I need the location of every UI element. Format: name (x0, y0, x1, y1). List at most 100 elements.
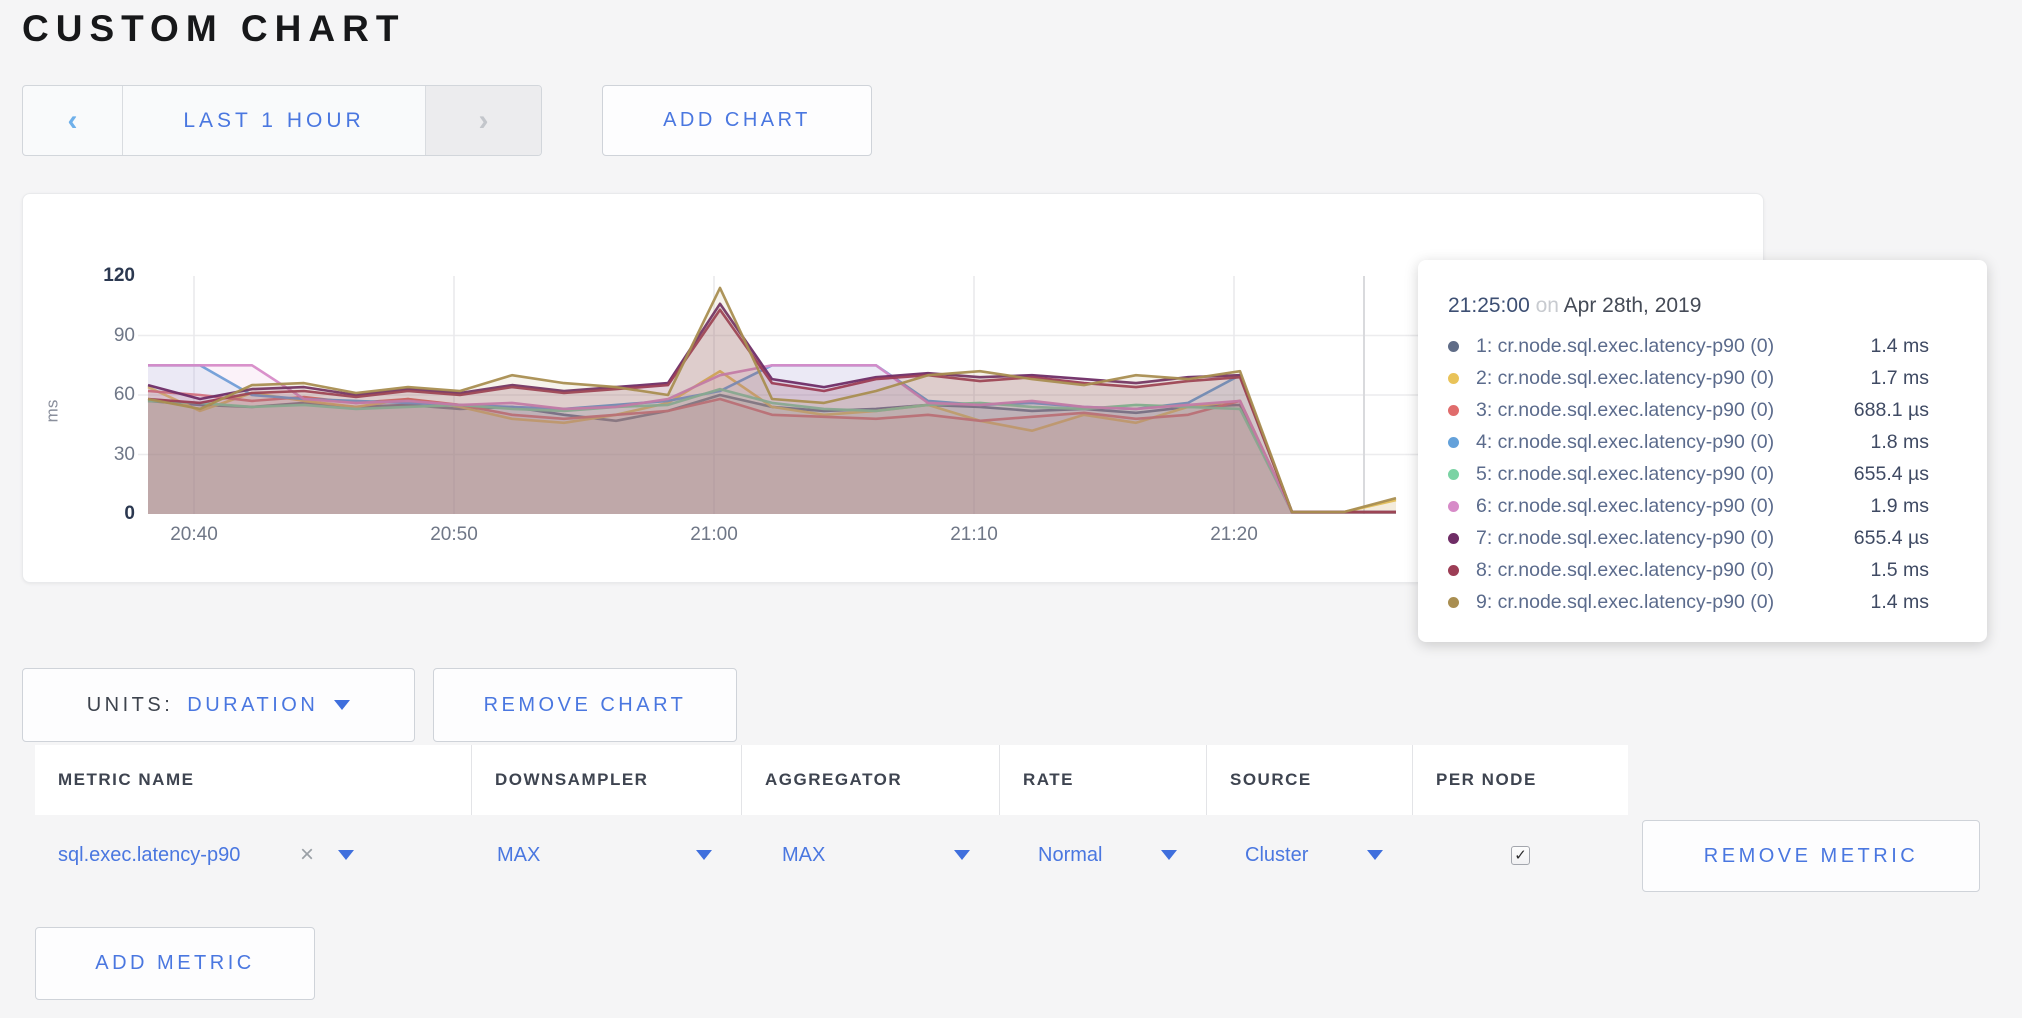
series-value: 1.8 ms (1870, 430, 1929, 453)
metric-name-caret[interactable] (322, 815, 354, 895)
per-node-checkbox[interactable]: ✓ (1511, 845, 1530, 865)
clear-x-icon: × (300, 841, 315, 868)
series-color-dot (1448, 564, 1459, 576)
rate-dropdown[interactable]: Normal (1038, 815, 1102, 895)
y-tick-label: 0 (124, 503, 135, 524)
series-color-dot (1448, 596, 1459, 608)
column-header-rate: RATE (999, 745, 1206, 815)
tooltip-connector: on (1535, 294, 1559, 317)
series-color-dot (1448, 340, 1459, 352)
tooltip-legend-row: 6: cr.node.sql.exec.latency-p90 (0) 1.9 m… (1448, 490, 1987, 522)
tooltip-legend-row: 4: cr.node.sql.exec.latency-p90 (0) 1.8 m… (1448, 426, 1987, 458)
time-range-button[interactable]: LAST 1 HOUR (183, 108, 365, 132)
chevron-down-icon (696, 850, 712, 860)
remove-metric-button[interactable]: REMOVE METRIC (1642, 820, 1980, 892)
units-label: UNITS: (86, 693, 174, 716)
series-value: 1.4 ms (1870, 334, 1929, 357)
series-color-dot (1448, 532, 1459, 544)
series-line (147, 286, 1397, 514)
y-tick-label: 60 (113, 384, 135, 405)
source-dropdown[interactable]: Cluster (1245, 815, 1308, 895)
series-value: 1.7 ms (1870, 366, 1929, 389)
series-value: 1.5 ms (1870, 558, 1929, 581)
units-value: DURATION (187, 693, 319, 716)
tooltip-date: Apr 28th, 2019 (1563, 294, 1702, 317)
series-line (147, 387, 1396, 514)
series-label: 7: cr.node.sql.exec.latency-p90 (0) (1476, 526, 1775, 549)
series-line (148, 364, 1396, 514)
downsampler-caret[interactable] (680, 815, 712, 895)
chart-canvas[interactable] (23, 194, 1765, 584)
chevron-down-icon (1367, 850, 1383, 860)
tooltip-legend: 1: cr.node.sql.exec.latency-p90 (0) 1.4 m… (1448, 330, 1987, 618)
series-label: 6: cr.node.sql.exec.latency-p90 (0) (1476, 494, 1775, 517)
x-tick-label: 21:10 (950, 524, 998, 545)
page-title: CUSTOM CHART (22, 8, 406, 49)
chart-card: 0 30 60 90 120 20:40 20:50 21:00 21:10 21:20 ms (22, 193, 1764, 583)
series-value: 1.4 ms (1870, 590, 1929, 613)
tooltip-legend-row: 2: cr.node.sql.exec.latency-p90 (0) 1.7 m… (1448, 362, 1987, 394)
tooltip-header: 21:25:00 on Apr 28th, 2019 (1448, 294, 1987, 318)
source-caret[interactable] (1351, 815, 1383, 895)
metric-name-dropdown[interactable]: sql.exec.latency-p90 (58, 815, 240, 895)
series-color-dot (1448, 436, 1459, 448)
series-label: 8: cr.node.sql.exec.latency-p90 (0) (1476, 558, 1775, 581)
x-tick-label: 21:20 (1210, 524, 1258, 545)
rate-caret[interactable] (1145, 815, 1177, 895)
remove-chart-button[interactable]: REMOVE CHART (433, 668, 737, 742)
series-color-dot (1448, 468, 1459, 480)
series-color-dot (1448, 404, 1459, 416)
time-range-selector: ‹ LAST 1 HOUR › (22, 85, 542, 156)
series-label: 5: cr.node.sql.exec.latency-p90 (0) (1476, 462, 1775, 485)
y-tick-label: 30 (113, 443, 135, 465)
metric-clear-button[interactable]: × (300, 815, 314, 895)
y-tick-label: 90 (113, 324, 135, 346)
add-chart-button[interactable]: ADD CHART (602, 85, 872, 156)
tooltip-legend-row: 7: cr.node.sql.exec.latency-p90 (0) 655.4… (1448, 522, 1987, 554)
series-label: 2: cr.node.sql.exec.latency-p90 (0) (1476, 366, 1775, 389)
chevron-down-icon (1161, 850, 1177, 860)
chevron-down-icon (954, 850, 970, 860)
time-range-prev-button[interactable]: ‹ (23, 86, 123, 155)
series-color-dot (1448, 372, 1459, 384)
y-axis-label: ms (42, 399, 62, 423)
downsampler-value: MAX (497, 843, 541, 866)
time-range-next-button[interactable]: › (425, 86, 541, 155)
metric-table-row: sql.exec.latency-p90 × MAX MAX Normal Cl… (35, 815, 1628, 895)
y-tick-label: 120 (103, 265, 135, 286)
series-line (147, 302, 1396, 514)
metric-name-value: sql.exec.latency-p90 (58, 843, 241, 866)
aggregator-value: MAX (782, 843, 826, 866)
column-header-metric-name: METRIC NAME (58, 770, 195, 789)
aggregator-dropdown[interactable]: MAX (782, 815, 825, 895)
series-label: 3: cr.node.sql.exec.latency-p90 (0) (1476, 398, 1775, 421)
series-label: 9: cr.node.sql.exec.latency-p90 (0) (1476, 590, 1775, 613)
column-header-source: SOURCE (1206, 745, 1412, 815)
x-tick-label: 21:00 (690, 524, 738, 545)
chevron-down-icon (338, 850, 354, 860)
chevron-left-icon: ‹ (67, 103, 78, 137)
aggregator-caret[interactable] (938, 815, 970, 895)
column-header-per-node: PER NODE (1412, 745, 1628, 815)
tooltip-legend-row: 9: cr.node.sql.exec.latency-p90 (0) 1.4 m… (1448, 586, 1987, 618)
source-value: Cluster (1245, 843, 1309, 866)
x-tick-label: 20:40 (170, 524, 218, 545)
tooltip-time: 21:25:00 (1448, 294, 1530, 317)
add-metric-button[interactable]: ADD METRIC (35, 927, 315, 1000)
series-color-dot (1448, 500, 1459, 512)
downsampler-dropdown[interactable]: MAX (497, 815, 540, 895)
chart-hover-tooltip: 21:25:00 on Apr 28th, 2019 1: cr.node.sq… (1418, 260, 1987, 642)
series-line (147, 308, 1396, 514)
tooltip-legend-row: 5: cr.node.sql.exec.latency-p90 (0) 655.4… (1448, 458, 1987, 490)
tooltip-legend-row: 1: cr.node.sql.exec.latency-p90 (0) 1.4 m… (1448, 330, 1987, 362)
series-value: 655.4 µs (1853, 462, 1929, 485)
x-tick-label: 20:50 (430, 524, 478, 545)
units-dropdown[interactable]: UNITS: DURATION (22, 668, 415, 742)
column-header-downsampler: DOWNSAMPLER (471, 745, 741, 815)
column-header-aggregator: AGGREGATOR (741, 745, 999, 815)
series-label: 1: cr.node.sql.exec.latency-p90 (0) (1476, 334, 1775, 357)
series-value: 1.9 ms (1870, 494, 1929, 517)
per-node-checkbox-wrap: ✓ (1511, 815, 1530, 895)
series-value: 655.4 µs (1853, 526, 1929, 549)
series-value: 688.1 µs (1853, 398, 1929, 421)
